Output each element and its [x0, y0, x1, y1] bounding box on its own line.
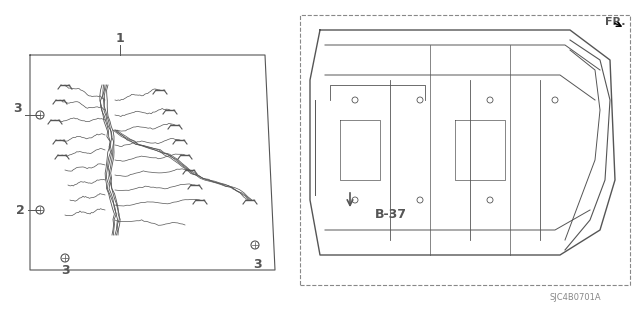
Text: 1: 1	[116, 32, 124, 44]
Text: 3: 3	[61, 263, 69, 277]
Text: B-37: B-37	[375, 209, 407, 221]
Bar	[300, 15, 630, 285]
Text: FR.: FR.	[605, 17, 625, 27]
Text: 2: 2	[15, 204, 24, 217]
Text: 3: 3	[13, 101, 22, 115]
Text: SJC4B0701A: SJC4B0701A	[549, 293, 601, 302]
Text: 3: 3	[253, 258, 262, 271]
